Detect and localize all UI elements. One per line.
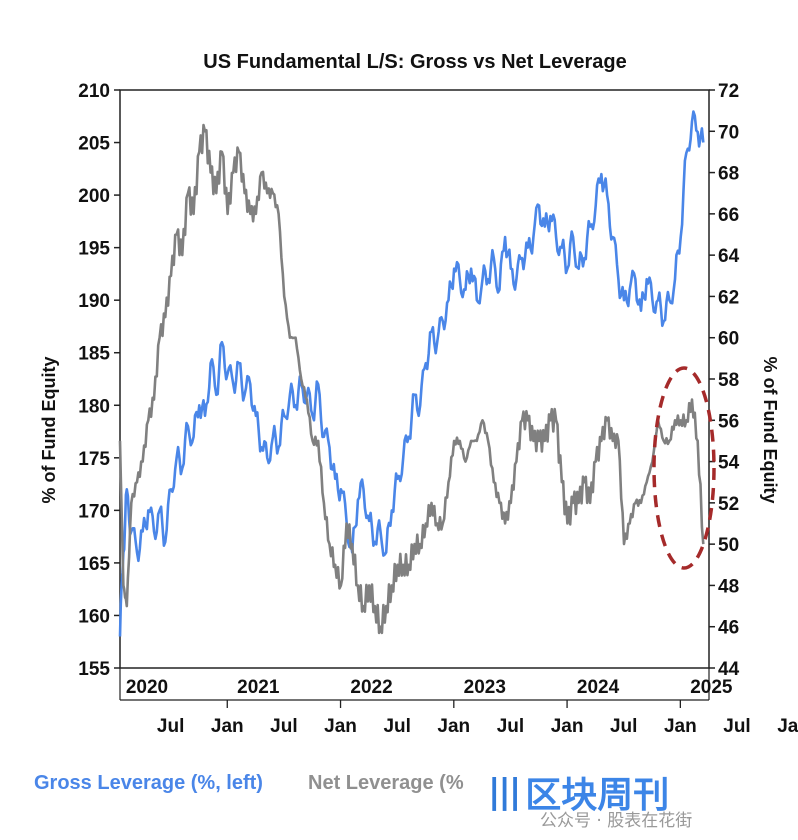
right-tick-label: 54 bbox=[718, 453, 740, 474]
left-tick-label: 175 bbox=[78, 449, 110, 470]
leverage-chart: US Fundamental L/S: Gross vs Net Leverag… bbox=[39, 51, 798, 737]
left-tick-label: 195 bbox=[78, 239, 110, 260]
right-tick-label: 70 bbox=[718, 122, 739, 143]
right-tick-label: 46 bbox=[718, 618, 739, 639]
left-tick-label: 200 bbox=[78, 186, 110, 207]
month-label: Jul bbox=[610, 716, 637, 737]
left-tick-label: 160 bbox=[78, 606, 110, 627]
series-line-gross bbox=[118, 110, 705, 637]
left-tick-label: 185 bbox=[78, 344, 110, 365]
right-tick-label: 58 bbox=[718, 370, 739, 391]
left-tick-label: 165 bbox=[78, 554, 110, 575]
right-tick-label: 68 bbox=[718, 164, 739, 185]
year-label: 2025 bbox=[690, 677, 733, 698]
watermark-subtext: 公众号 · 股表在花街 bbox=[540, 811, 693, 831]
right-tick-label: 52 bbox=[718, 494, 739, 515]
watermark-text: 区块周刊 bbox=[525, 775, 670, 816]
left-tick-label: 205 bbox=[78, 134, 110, 155]
left-tick-label: 180 bbox=[78, 396, 110, 417]
watermark: ||| 区块周刊 bbox=[488, 766, 669, 818]
month-label: Jul bbox=[497, 716, 524, 737]
right-tick-label: 72 bbox=[718, 81, 739, 102]
year-label: 2022 bbox=[350, 677, 392, 698]
month-label: Jan bbox=[664, 716, 697, 737]
month-label: Jan bbox=[437, 716, 470, 737]
month-label: Jan bbox=[551, 716, 584, 737]
right-tick-label: 62 bbox=[718, 287, 739, 308]
series-line-net bbox=[118, 123, 705, 635]
legend-gross: Gross Leverage (%, left) bbox=[34, 772, 263, 794]
right-tick-label: 60 bbox=[718, 329, 739, 350]
highlight-ellipse bbox=[652, 366, 716, 570]
month-label: Jul bbox=[157, 716, 184, 737]
year-label: 2023 bbox=[464, 677, 506, 698]
left-axis-title: % of Fund Equity bbox=[39, 357, 59, 504]
right-tick-label: 44 bbox=[718, 659, 740, 680]
axes: 155 160 165 170 175 180 185 190 195 200 205 210 44 46… bbox=[78, 81, 798, 737]
right-tick-label: 64 bbox=[718, 246, 740, 267]
left-tick-label: 155 bbox=[78, 659, 110, 680]
month-label: Jan bbox=[211, 716, 244, 737]
chart-title: US Fundamental L/S: Gross vs Net Leverag… bbox=[203, 51, 626, 73]
month-label: Jan bbox=[777, 716, 798, 737]
right-tick-label: 66 bbox=[718, 205, 739, 226]
series-layer bbox=[118, 110, 705, 637]
month-label: Jul bbox=[723, 716, 750, 737]
legend-net: Net Leverage (% bbox=[308, 772, 464, 794]
year-label: 2024 bbox=[577, 677, 620, 698]
left-tick-label: 170 bbox=[78, 501, 110, 522]
watermark-logo-icon: ||| bbox=[488, 772, 521, 812]
right-axis-title: % of Fund Equity bbox=[760, 357, 780, 504]
right-tick-label: 50 bbox=[718, 535, 739, 556]
year-label: 2021 bbox=[237, 677, 280, 698]
left-tick-label: 210 bbox=[78, 81, 110, 102]
month-label: Jan bbox=[324, 716, 357, 737]
month-label: Jul bbox=[383, 716, 410, 737]
right-tick-label: 48 bbox=[718, 576, 739, 597]
year-label: 2020 bbox=[126, 677, 168, 698]
right-tick-label: 56 bbox=[718, 411, 739, 432]
plot-frame bbox=[119, 89, 710, 669]
month-label: Jul bbox=[270, 716, 297, 737]
left-tick-label: 190 bbox=[78, 291, 110, 312]
